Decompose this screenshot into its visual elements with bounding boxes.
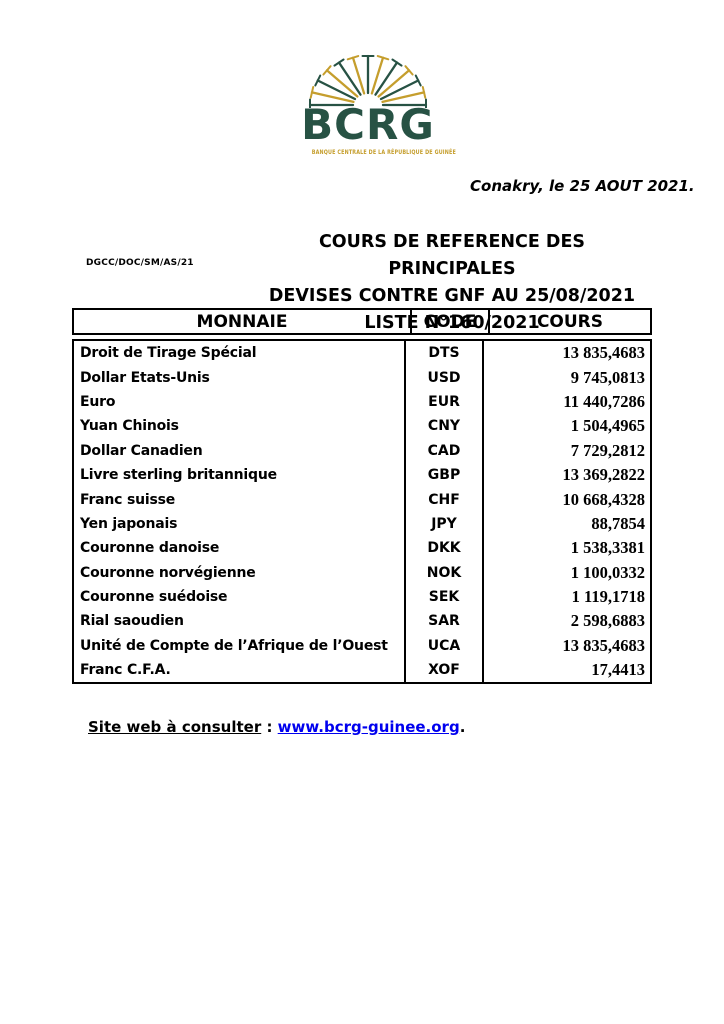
cell-monnaie: Droit de Tirage Spécial	[74, 341, 406, 366]
table-row: Euro EUR 11 440,7286	[74, 389, 650, 415]
cell-code: JPY	[406, 511, 484, 537]
bcrg-logo: BCRG BANQUE CENTRALE DE LA RÉPUBLIQUE DE…	[294, 50, 456, 156]
cell-monnaie: Euro	[74, 389, 406, 415]
cell-code: CHF	[406, 487, 484, 512]
title-line-2: DEVISES CONTRE GNF AU 25/08/2021	[268, 286, 636, 306]
cell-cours: 10 668,4328	[562, 489, 646, 509]
cell-cours: 11 440,7286	[563, 391, 645, 411]
table-row: Couronne norvégienne NOK 1 100,0332	[74, 560, 650, 585]
cell-cours: 2 598,6883	[570, 611, 645, 631]
website-separator: :	[261, 718, 278, 736]
header-monnaie: MONNAIE	[74, 310, 412, 333]
table-row: Couronne suédoise SEK 1 119,1718	[74, 584, 650, 610]
cell-monnaie: Dollar Canadien	[74, 438, 406, 463]
cell-cours: 17,4413	[591, 660, 645, 680]
rates-table: MONNAIE CODE COURS Droit de Tirage Spéci…	[72, 308, 652, 685]
cell-monnaie: Yuan Chinois	[74, 414, 406, 439]
table-row: Unité de Compte de l’Afrique de l’Ouest …	[74, 633, 650, 659]
table-row: Dollar Etats-Unis USD 9 745,0813	[74, 365, 650, 390]
cell-monnaie: Franc suisse	[74, 487, 406, 512]
cell-code: XOF	[406, 658, 484, 683]
sunburst-icon	[294, 50, 442, 108]
table-row: Rial saoudien SAR 2 598,6883	[74, 609, 650, 634]
table-row: Franc suisse CHF 10 668,4328	[74, 487, 650, 512]
cell-code: UCA	[406, 633, 484, 659]
header-code: CODE	[412, 310, 490, 333]
website-suffix: .	[459, 718, 466, 736]
cell-cours: 9 745,0813	[570, 367, 645, 387]
cell-code: SEK	[406, 584, 484, 610]
header-cours: COURS	[536, 311, 604, 332]
cell-monnaie: Couronne suédoise	[74, 584, 406, 610]
cell-cours: 7 729,2812	[570, 440, 645, 460]
table-row: Franc C.F.A. XOF 17,4413	[74, 658, 650, 683]
cell-monnaie: Couronne danoise	[74, 536, 406, 561]
cell-cours: 1 538,3381	[570, 538, 645, 558]
cell-cours: 13 369,2822	[562, 465, 646, 485]
document-title: COURS DE REFERENCE DES PRINCIPALES DEVIS…	[264, 229, 640, 337]
reference-code: DGCC/DOC/SM/AS/21	[86, 258, 194, 268]
cell-cours: 1 119,1718	[571, 587, 645, 607]
website-label: Site web à consulter	[88, 718, 262, 736]
cell-monnaie: Dollar Etats-Unis	[74, 365, 406, 390]
logo-text: BCRG	[301, 100, 435, 149]
table-row: Dollar Canadien CAD 7 729,2812	[74, 438, 650, 463]
cell-cours: 1 504,4965	[570, 416, 645, 436]
cell-monnaie: Unité de Compte de l’Afrique de l’Ouest	[74, 633, 406, 659]
title-line-3: LISTE N°160/2021	[364, 313, 540, 333]
table-body: Droit de Tirage Spécial DTS 13 835,4683 …	[72, 339, 652, 685]
cell-cours: 88,7854	[591, 513, 645, 533]
cell-code: DKK	[406, 536, 484, 561]
cell-code: SAR	[406, 609, 484, 634]
cell-code: EUR	[406, 389, 484, 415]
cell-code: DTS	[406, 341, 484, 366]
cell-code: GBP	[406, 462, 484, 488]
cell-monnaie: Couronne norvégienne	[74, 560, 406, 585]
table-row: Livre sterling britannique GBP 13 369,28…	[74, 462, 650, 488]
cell-monnaie: Livre sterling britannique	[74, 462, 406, 488]
table-row: Yen japonais JPY 88,7854	[74, 511, 650, 537]
cell-code: CNY	[406, 414, 484, 439]
logo-tagline: BANQUE CENTRALE DE LA RÉPUBLIQUE DE GUIN…	[311, 148, 456, 156]
table-row: Couronne danoise DKK 1 538,3381	[74, 536, 650, 561]
website-link[interactable]: www.bcrg-guinee.org	[277, 718, 460, 736]
cell-monnaie: Yen japonais	[74, 511, 406, 537]
table-row: Droit de Tirage Spécial DTS 13 835,4683	[74, 341, 650, 366]
cell-monnaie: Rial saoudien	[74, 609, 406, 634]
cell-code: CAD	[406, 438, 484, 463]
cell-monnaie: Franc C.F.A.	[74, 658, 406, 683]
title-line-1: COURS DE REFERENCE DES PRINCIPALES	[318, 232, 586, 279]
cell-code: NOK	[406, 560, 484, 585]
cell-code: USD	[406, 365, 484, 390]
table-row: Yuan Chinois CNY 1 504,4965	[74, 414, 650, 439]
date-line: Conakry, le 25 AOUT 2021.	[470, 177, 695, 195]
cell-cours: 13 835,4683	[562, 343, 646, 363]
website-line: Site web à consulter : www.bcrg-guinee.o…	[88, 718, 465, 736]
cell-cours: 1 100,0332	[570, 562, 645, 582]
table-header-row: MONNAIE CODE COURS	[72, 308, 652, 335]
cell-cours: 13 835,4683	[562, 635, 646, 655]
